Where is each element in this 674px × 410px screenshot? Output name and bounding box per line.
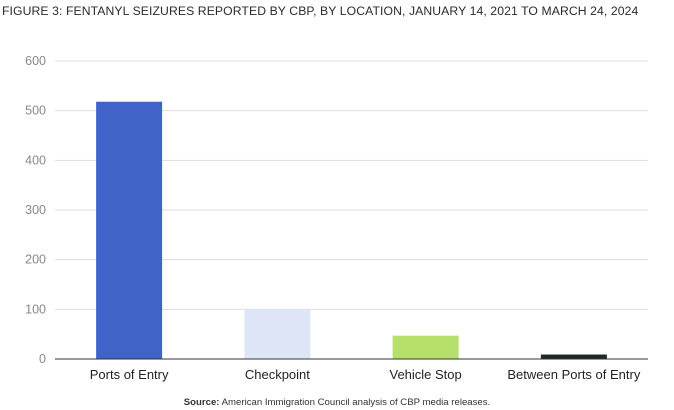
y-tick-label: 400 <box>25 153 46 167</box>
source-note: Source: American Immigration Council ana… <box>0 397 674 408</box>
source-label: Source: <box>183 397 220 408</box>
source-text: American Immigration Council analysis of… <box>219 397 491 408</box>
y-tick-label: 100 <box>25 302 46 316</box>
bar-vehicle-stop <box>392 335 459 359</box>
y-tick-label: 500 <box>25 104 46 118</box>
y-tick-label: 300 <box>25 203 46 217</box>
x-category-label: Checkpoint <box>245 367 310 382</box>
x-axis-category-labels: Ports of Entry Checkpoint Vehicle Stop Betw… <box>90 367 641 382</box>
y-axis-tick-labels: 0 100 200 300 400 500 600 <box>25 54 46 366</box>
figure-title: FIGURE 3: FENTANYL SEIZURES REPORTED BY … <box>2 4 639 18</box>
bar-between-ports-of-entry <box>540 354 607 359</box>
bars <box>96 101 607 359</box>
x-category-label: Ports of Entry <box>90 367 169 382</box>
y-tick-label: 200 <box>25 253 46 267</box>
gridlines <box>55 60 648 310</box>
x-category-label: Between Ports of Entry <box>507 367 640 382</box>
bar-ports-of-entry <box>96 101 163 359</box>
x-category-label: Vehicle Stop <box>389 367 461 382</box>
bar-checkpoint <box>244 309 311 359</box>
y-tick-label: 0 <box>39 352 46 366</box>
y-tick-label: 600 <box>25 54 46 68</box>
